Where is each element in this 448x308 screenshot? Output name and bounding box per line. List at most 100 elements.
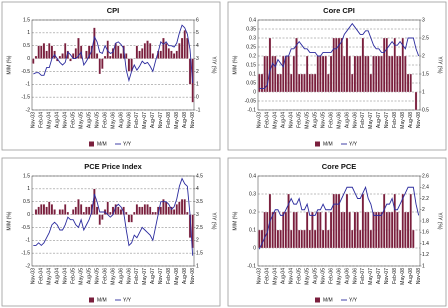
bar xyxy=(146,204,149,215)
bar xyxy=(316,55,319,93)
x-tick-label: Nov-06 xyxy=(352,268,358,284)
x-tick-label: Feb-05 xyxy=(296,268,302,284)
bar xyxy=(300,73,304,93)
bar xyxy=(130,214,133,223)
bar xyxy=(164,43,168,59)
bar xyxy=(292,55,296,93)
y-tick-label: -1 xyxy=(26,238,31,244)
y-tick-label: -0.5 xyxy=(21,225,30,231)
bar xyxy=(348,211,351,249)
bar xyxy=(409,73,412,93)
bar xyxy=(82,211,85,215)
bar xyxy=(162,199,165,215)
y-tick-label: 1 xyxy=(27,30,30,36)
bar xyxy=(50,45,54,59)
y-tick-label: 0.15 xyxy=(246,62,256,68)
legend-label: Y/Y xyxy=(349,297,358,303)
bar xyxy=(348,55,351,93)
bar xyxy=(377,55,381,93)
bar xyxy=(172,53,176,59)
bar xyxy=(64,43,67,59)
x-tick-label: Feb-05 xyxy=(296,112,302,128)
x-tick-label: Nov-04 xyxy=(63,112,69,128)
bar xyxy=(406,211,410,249)
y2-tick-label: 2.4 xyxy=(422,185,429,191)
bar xyxy=(260,229,264,249)
bar xyxy=(95,53,99,59)
x-tick-label: Nov-03 xyxy=(257,112,263,128)
bar xyxy=(332,193,335,249)
bar xyxy=(127,58,131,72)
x-tick-label: Nov-04 xyxy=(63,268,69,284)
bar xyxy=(61,53,64,59)
bar xyxy=(311,211,314,249)
y-tick-label: 0 xyxy=(27,56,30,62)
x-tick-label: Feb-06 xyxy=(102,268,108,284)
x-tick-label: Nov-03 xyxy=(31,112,37,128)
bar xyxy=(337,37,341,93)
y-tick-label: -1 xyxy=(26,82,31,88)
chart-title: Core CPI xyxy=(323,6,355,15)
bar xyxy=(66,211,70,215)
y-tick-label: 0.1 xyxy=(249,71,256,77)
bar xyxy=(361,37,365,93)
bar xyxy=(367,55,370,93)
bar xyxy=(263,55,266,93)
bar xyxy=(170,206,173,215)
bar xyxy=(369,229,373,249)
bar xyxy=(268,37,272,93)
x-tick-label: May-05 xyxy=(78,268,84,285)
y2-tick-label: 1.8 xyxy=(422,218,429,224)
bar xyxy=(191,214,194,249)
bar xyxy=(332,37,335,93)
bar xyxy=(290,229,293,249)
bar xyxy=(48,201,51,215)
bar xyxy=(361,193,365,249)
y-tick-label: 1.5 xyxy=(23,173,30,179)
x-tick-label: Aug-05 xyxy=(86,268,92,284)
x-tick-label: Aug-06 xyxy=(344,268,350,284)
bar xyxy=(61,209,64,215)
bar xyxy=(327,73,330,93)
x-tick-label: Feb-07 xyxy=(134,268,140,284)
chart-panel: Core PCE -0.1 0 0.1 0.2 0.3 0.4 1 1.2 1.4 1.6 1.8 2 2… xyxy=(227,157,447,307)
bar xyxy=(335,193,338,249)
x-tick-label: May-08 xyxy=(400,268,406,285)
y-tick-label: 1 xyxy=(27,186,30,192)
bar xyxy=(183,199,186,215)
bar xyxy=(178,43,181,59)
legend-label: M/M xyxy=(323,141,333,147)
bar xyxy=(103,55,107,59)
y-tick-label: 0.5 xyxy=(23,43,30,49)
y-axis-title: M/M (%) xyxy=(232,55,238,74)
x-tick-label: Feb-04 xyxy=(39,268,45,284)
x-tick-label: Aug-05 xyxy=(86,112,92,128)
x-tick-label: Nov-08 xyxy=(416,112,422,128)
bar xyxy=(390,211,394,249)
legend-swatch xyxy=(315,297,320,303)
y2-tick-label: 0.5 xyxy=(422,107,429,113)
x-tick-label: Nov-04 xyxy=(289,112,295,128)
x-tick-label: Feb-04 xyxy=(265,112,271,128)
bar xyxy=(45,50,48,59)
y2-axis-title: Y/Y (%) xyxy=(211,56,217,73)
y2-tick-label: 1.6 xyxy=(422,230,429,236)
y-tick-label: -1.5 xyxy=(21,94,30,100)
y2-tick-label: 3.5 xyxy=(196,199,203,205)
bar xyxy=(321,229,325,249)
y-axis-title: M/M (%) xyxy=(232,211,238,230)
bar xyxy=(276,229,280,249)
x-tick-label: Nov-06 xyxy=(352,112,358,128)
x-tick-label: Feb-06 xyxy=(102,112,108,128)
line xyxy=(33,24,194,84)
bar xyxy=(324,211,327,249)
bar xyxy=(287,193,290,249)
bar xyxy=(175,50,178,59)
x-tick-label: Aug-04 xyxy=(281,112,287,128)
bar xyxy=(106,201,109,215)
x-tick-label: May-05 xyxy=(304,112,310,129)
bar xyxy=(167,48,170,59)
y2-axis-title: Y/Y (%) xyxy=(211,212,217,229)
bar xyxy=(117,206,120,215)
y2-tick-label: 1.2 xyxy=(422,252,429,258)
